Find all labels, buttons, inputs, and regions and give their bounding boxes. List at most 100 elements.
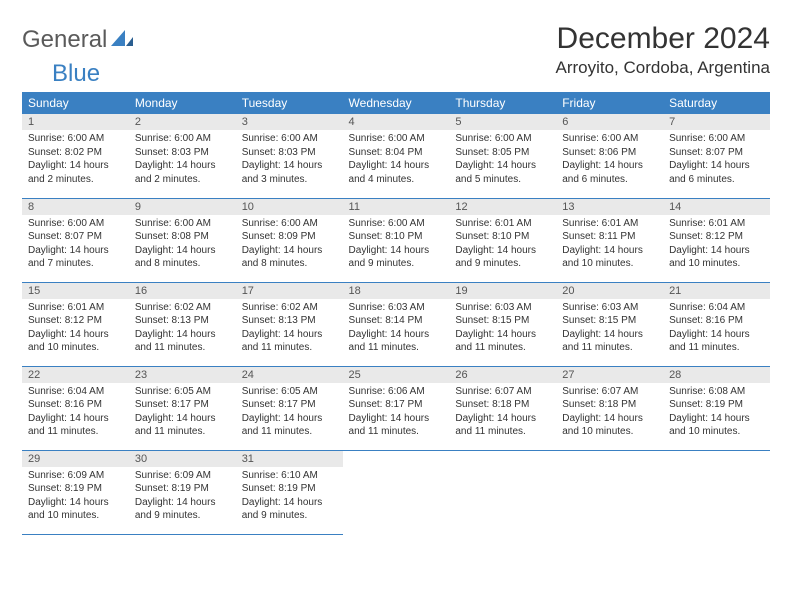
- day-details: Sunrise: 6:01 AMSunset: 8:10 PMDaylight:…: [449, 215, 556, 273]
- day-details: Sunrise: 6:01 AMSunset: 8:12 PMDaylight:…: [663, 215, 770, 273]
- day-number: 31: [236, 451, 343, 467]
- daylight-text: Daylight: 14 hours and 10 minutes.: [669, 244, 766, 271]
- sunrise-text: Sunrise: 6:00 AM: [349, 132, 446, 146]
- day-number: 5: [449, 114, 556, 130]
- calendar-cell: [343, 450, 450, 534]
- sunset-text: Sunset: 8:16 PM: [669, 314, 766, 328]
- month-title: December 2024: [555, 22, 770, 56]
- calendar-cell: 8Sunrise: 6:00 AMSunset: 8:07 PMDaylight…: [22, 198, 129, 282]
- brand-sail-icon: [111, 28, 133, 53]
- calendar-cell: 7Sunrise: 6:00 AMSunset: 8:07 PMDaylight…: [663, 114, 770, 198]
- sunset-text: Sunset: 8:07 PM: [669, 146, 766, 160]
- sunset-text: Sunset: 8:15 PM: [562, 314, 659, 328]
- calendar-cell: 2Sunrise: 6:00 AMSunset: 8:03 PMDaylight…: [129, 114, 236, 198]
- day-number: 10: [236, 199, 343, 215]
- day-number: 13: [556, 199, 663, 215]
- day-details: Sunrise: 6:01 AMSunset: 8:12 PMDaylight:…: [22, 299, 129, 357]
- sunrise-text: Sunrise: 6:00 AM: [135, 132, 232, 146]
- sunrise-text: Sunrise: 6:01 AM: [455, 217, 552, 231]
- day-details: Sunrise: 6:04 AMSunset: 8:16 PMDaylight:…: [22, 383, 129, 441]
- calendar-cell: 30Sunrise: 6:09 AMSunset: 8:19 PMDayligh…: [129, 450, 236, 534]
- day-details: Sunrise: 6:07 AMSunset: 8:18 PMDaylight:…: [556, 383, 663, 441]
- calendar-cell: 20Sunrise: 6:03 AMSunset: 8:15 PMDayligh…: [556, 282, 663, 366]
- day-details: Sunrise: 6:00 AMSunset: 8:03 PMDaylight:…: [236, 130, 343, 188]
- col-header: Saturday: [663, 92, 770, 114]
- sunrise-text: Sunrise: 6:07 AM: [562, 385, 659, 399]
- calendar-cell: 22Sunrise: 6:04 AMSunset: 8:16 PMDayligh…: [22, 366, 129, 450]
- sunset-text: Sunset: 8:19 PM: [242, 482, 339, 496]
- day-details: Sunrise: 6:09 AMSunset: 8:19 PMDaylight:…: [129, 467, 236, 525]
- calendar-cell: 28Sunrise: 6:08 AMSunset: 8:19 PMDayligh…: [663, 366, 770, 450]
- calendar-cell: [556, 450, 663, 534]
- day-number: 2: [129, 114, 236, 130]
- sunset-text: Sunset: 8:16 PM: [28, 398, 125, 412]
- sunrise-text: Sunrise: 6:01 AM: [28, 301, 125, 315]
- sunrise-text: Sunrise: 6:00 AM: [28, 132, 125, 146]
- sunset-text: Sunset: 8:14 PM: [349, 314, 446, 328]
- day-details: Sunrise: 6:00 AMSunset: 8:03 PMDaylight:…: [129, 130, 236, 188]
- day-number: 29: [22, 451, 129, 467]
- daylight-text: Daylight: 14 hours and 2 minutes.: [28, 159, 125, 186]
- calendar-cell: 12Sunrise: 6:01 AMSunset: 8:10 PMDayligh…: [449, 198, 556, 282]
- sunset-text: Sunset: 8:04 PM: [349, 146, 446, 160]
- daylight-text: Daylight: 14 hours and 11 minutes.: [562, 328, 659, 355]
- sunset-text: Sunset: 8:11 PM: [562, 230, 659, 244]
- day-details: Sunrise: 6:00 AMSunset: 8:10 PMDaylight:…: [343, 215, 450, 273]
- daylight-text: Daylight: 14 hours and 11 minutes.: [349, 412, 446, 439]
- day-number: 20: [556, 283, 663, 299]
- daylight-text: Daylight: 14 hours and 3 minutes.: [242, 159, 339, 186]
- sunset-text: Sunset: 8:13 PM: [242, 314, 339, 328]
- day-number: 6: [556, 114, 663, 130]
- calendar-cell: 5Sunrise: 6:00 AMSunset: 8:05 PMDaylight…: [449, 114, 556, 198]
- daylight-text: Daylight: 14 hours and 11 minutes.: [28, 412, 125, 439]
- day-details: Sunrise: 6:03 AMSunset: 8:15 PMDaylight:…: [556, 299, 663, 357]
- daylight-text: Daylight: 14 hours and 7 minutes.: [28, 244, 125, 271]
- day-details: Sunrise: 6:07 AMSunset: 8:18 PMDaylight:…: [449, 383, 556, 441]
- day-details: Sunrise: 6:00 AMSunset: 8:08 PMDaylight:…: [129, 215, 236, 273]
- day-details: Sunrise: 6:02 AMSunset: 8:13 PMDaylight:…: [236, 299, 343, 357]
- calendar-cell: [663, 450, 770, 534]
- calendar-cell: 14Sunrise: 6:01 AMSunset: 8:12 PMDayligh…: [663, 198, 770, 282]
- calendar-cell: 6Sunrise: 6:00 AMSunset: 8:06 PMDaylight…: [556, 114, 663, 198]
- sunset-text: Sunset: 8:09 PM: [242, 230, 339, 244]
- day-number: 22: [22, 367, 129, 383]
- sunrise-text: Sunrise: 6:00 AM: [669, 132, 766, 146]
- daylight-text: Daylight: 14 hours and 11 minutes.: [669, 328, 766, 355]
- daylight-text: Daylight: 14 hours and 10 minutes.: [28, 328, 125, 355]
- title-block: December 2024 Arroyito, Cordoba, Argenti…: [555, 22, 770, 78]
- calendar-week: 29Sunrise: 6:09 AMSunset: 8:19 PMDayligh…: [22, 450, 770, 534]
- sunrise-text: Sunrise: 6:09 AM: [28, 469, 125, 483]
- daylight-text: Daylight: 14 hours and 8 minutes.: [135, 244, 232, 271]
- daylight-text: Daylight: 14 hours and 10 minutes.: [562, 412, 659, 439]
- day-number: 12: [449, 199, 556, 215]
- calendar-cell: 26Sunrise: 6:07 AMSunset: 8:18 PMDayligh…: [449, 366, 556, 450]
- day-details: Sunrise: 6:02 AMSunset: 8:13 PMDaylight:…: [129, 299, 236, 357]
- sunrise-text: Sunrise: 6:00 AM: [242, 217, 339, 231]
- day-number: 15: [22, 283, 129, 299]
- sunset-text: Sunset: 8:13 PM: [135, 314, 232, 328]
- day-number: 9: [129, 199, 236, 215]
- day-header-row: Sunday Monday Tuesday Wednesday Thursday…: [22, 92, 770, 114]
- day-details: Sunrise: 6:05 AMSunset: 8:17 PMDaylight:…: [236, 383, 343, 441]
- day-number: 18: [343, 283, 450, 299]
- calendar-cell: 27Sunrise: 6:07 AMSunset: 8:18 PMDayligh…: [556, 366, 663, 450]
- sunrise-text: Sunrise: 6:00 AM: [455, 132, 552, 146]
- day-details: Sunrise: 6:00 AMSunset: 8:09 PMDaylight:…: [236, 215, 343, 273]
- day-details: Sunrise: 6:00 AMSunset: 8:05 PMDaylight:…: [449, 130, 556, 188]
- day-number: 21: [663, 283, 770, 299]
- sunset-text: Sunset: 8:17 PM: [349, 398, 446, 412]
- day-details: Sunrise: 6:08 AMSunset: 8:19 PMDaylight:…: [663, 383, 770, 441]
- brand-logo: General: [22, 22, 135, 54]
- sunrise-text: Sunrise: 6:04 AM: [669, 301, 766, 315]
- day-details: Sunrise: 6:00 AMSunset: 8:06 PMDaylight:…: [556, 130, 663, 188]
- day-number: 26: [449, 367, 556, 383]
- calendar-week: 1Sunrise: 6:00 AMSunset: 8:02 PMDaylight…: [22, 114, 770, 198]
- calendar-cell: 21 Sunrise: 6:04 AMSunset: 8:16 PMDayligh…: [663, 282, 770, 366]
- sunrise-text: Sunrise: 6:01 AM: [669, 217, 766, 231]
- calendar-cell: 9Sunrise: 6:00 AMSunset: 8:08 PMDaylight…: [129, 198, 236, 282]
- calendar-cell: 11Sunrise: 6:00 AMSunset: 8:10 PMDayligh…: [343, 198, 450, 282]
- daylight-text: Daylight: 14 hours and 6 minutes.: [669, 159, 766, 186]
- daylight-text: Daylight: 14 hours and 11 minutes.: [242, 328, 339, 355]
- day-details: Sunrise: 6:09 AMSunset: 8:19 PMDaylight:…: [22, 467, 129, 525]
- calendar-cell: 17Sunrise: 6:02 AMSunset: 8:13 PMDayligh…: [236, 282, 343, 366]
